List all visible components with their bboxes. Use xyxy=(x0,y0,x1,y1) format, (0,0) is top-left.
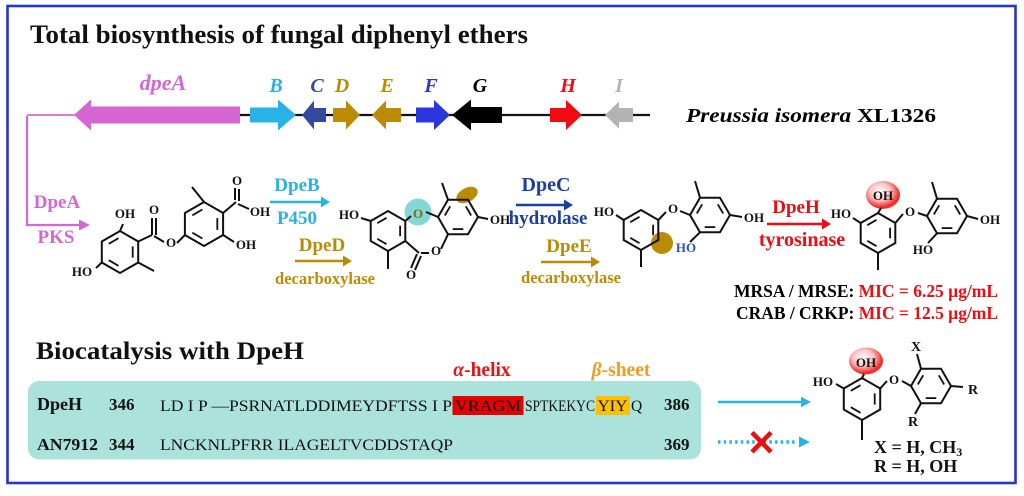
svg-text:DpeC: DpeC xyxy=(522,174,571,196)
svg-text:OH: OH xyxy=(980,212,1000,227)
svg-text:R: R xyxy=(968,383,979,398)
svg-text:HO: HO xyxy=(339,207,359,222)
svg-text:O: O xyxy=(431,243,441,258)
svg-text:OH: OH xyxy=(115,206,135,221)
svg-text:hydrolase: hydrolase xyxy=(509,208,588,229)
svg-text:C: C xyxy=(310,75,324,97)
svg-text:386: 386 xyxy=(664,395,690,414)
svg-text:E: E xyxy=(379,75,393,97)
svg-text:CRAB / CRKP: MIC = 12.5 µg/mL: CRAB / CRKP: MIC = 12.5 µg/mL xyxy=(736,303,998,323)
svg-text:G: G xyxy=(473,75,488,97)
svg-text:DpeE: DpeE xyxy=(546,236,591,257)
svg-text:OH: OH xyxy=(856,355,876,370)
svg-text:HO: HO xyxy=(831,206,851,221)
svg-text:tyrosinase: tyrosinase xyxy=(759,229,845,251)
svg-text:O: O xyxy=(668,201,678,216)
svg-text:346: 346 xyxy=(109,395,135,414)
svg-text:HO: HO xyxy=(676,240,696,255)
svg-text:DpeD: DpeD xyxy=(299,235,345,256)
svg-text:R = H, OH: R = H, OH xyxy=(874,456,957,476)
svg-text:OH: OH xyxy=(236,237,256,252)
svg-text:D: D xyxy=(334,75,349,97)
svg-text:DpeB: DpeB xyxy=(274,175,320,196)
svg-text:P450: P450 xyxy=(277,208,317,229)
svg-text:SPTKEKYC: SPTKEKYC xyxy=(525,398,595,415)
svg-text:Total biosynthesis of fungal d: Total biosynthesis of fungal diphenyl et… xyxy=(30,19,528,49)
svg-text:dpeA: dpeA xyxy=(140,70,186,95)
svg-text:DpeA: DpeA xyxy=(34,192,81,213)
svg-text:HO: HO xyxy=(594,204,614,219)
svg-text:HO: HO xyxy=(72,264,92,279)
svg-text:HO: HO xyxy=(913,242,933,257)
svg-text:VRAGM: VRAGM xyxy=(455,398,521,415)
svg-text:O: O xyxy=(889,372,899,387)
svg-text:OH: OH xyxy=(250,204,270,219)
svg-text:Q: Q xyxy=(631,398,642,415)
svg-text:B: B xyxy=(268,75,282,97)
svg-text:F: F xyxy=(423,75,438,97)
svg-text:HO: HO xyxy=(813,374,833,389)
svg-text:LD I P —PSRNATLDDIMEYDFTSS I P: LD I P —PSRNATLDDIMEYDFTSS I P xyxy=(160,398,452,415)
svg-text:decarboxylase: decarboxylase xyxy=(275,269,375,288)
svg-text:DpeH: DpeH xyxy=(37,394,82,414)
svg-text:Biocatalysis with DpeH: Biocatalysis with DpeH xyxy=(36,338,305,365)
svg-text:R: R xyxy=(908,415,919,430)
svg-text:OH: OH xyxy=(873,188,893,203)
svg-text:OH: OH xyxy=(490,212,510,227)
svg-text:OH: OH xyxy=(744,210,764,225)
svg-text:β-sheet: β-sheet xyxy=(591,360,651,381)
svg-text:AN7912: AN7912 xyxy=(37,435,98,454)
svg-text:Preussia isomera XL1326: Preussia isomera XL1326 xyxy=(685,105,936,127)
svg-text:I: I xyxy=(614,75,624,97)
svg-text:α-helix: α-helix xyxy=(453,360,511,381)
svg-text:O: O xyxy=(232,173,242,188)
svg-text:369: 369 xyxy=(664,435,690,454)
svg-text:LNCKNLPFRR ILAGELTVCDDSTAQP: LNCKNLPFRR ILAGELTVCDDSTAQP xyxy=(160,437,453,454)
svg-text:X = H, CH3: X = H, CH3 xyxy=(874,437,962,459)
svg-text:H: H xyxy=(559,75,577,97)
svg-text:decarboxylase: decarboxylase xyxy=(521,268,621,287)
svg-text:O: O xyxy=(166,235,176,250)
svg-text:O: O xyxy=(413,206,423,221)
svg-text:X: X xyxy=(911,340,921,355)
svg-text:O: O xyxy=(406,267,416,282)
svg-text:PKS: PKS xyxy=(38,227,75,248)
svg-text:344: 344 xyxy=(109,435,135,454)
svg-text:O: O xyxy=(149,202,159,217)
svg-text:DpeH: DpeH xyxy=(772,197,820,218)
svg-text:O: O xyxy=(905,204,915,219)
svg-text:YIY: YIY xyxy=(598,398,628,415)
svg-text:MRSA / MRSE: MIC = 6.25 µg/mL: MRSA / MRSE: MIC = 6.25 µg/mL xyxy=(734,281,998,301)
